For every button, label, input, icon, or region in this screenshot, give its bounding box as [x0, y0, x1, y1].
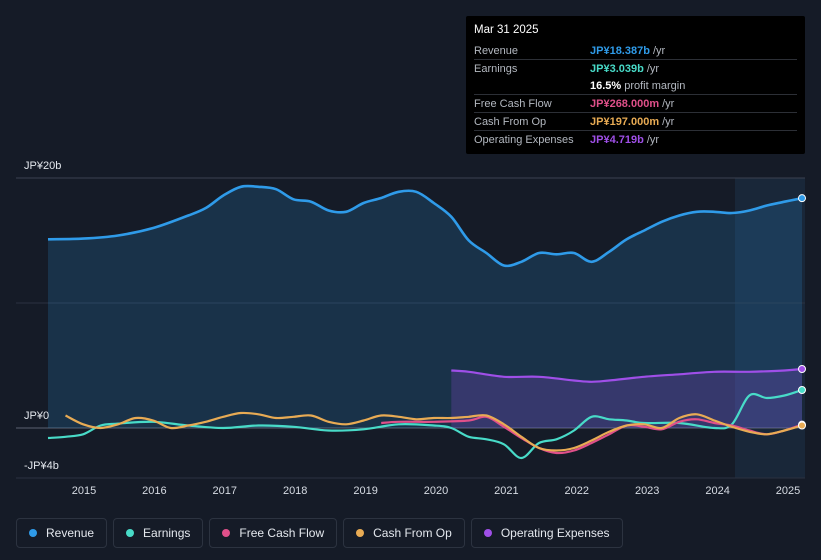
x-tick-label-2025: 2025: [775, 485, 801, 497]
tooltip-label: Operating Expenses: [474, 134, 574, 146]
tooltip: Mar 31 2025 Revenue JP¥18.387b/yr Earnings…: [466, 16, 805, 154]
tooltip-unit: /yr: [646, 63, 660, 75]
legend-item-earnings[interactable]: Earnings: [113, 518, 204, 548]
revenue-end-marker: [798, 194, 806, 203]
free-cash-flow-line: [381, 415, 803, 455]
series-areas: [48, 186, 802, 428]
legend-item-cash-from-op[interactable]: Cash From Op: [343, 518, 465, 548]
tooltip-row-revenue: Revenue JP¥18.387b/yr: [474, 42, 797, 59]
x-tick-label-2015: 2015: [71, 485, 97, 497]
legend-item-free-cash-flow[interactable]: Free Cash Flow: [209, 518, 338, 548]
revenue-area: [48, 186, 802, 428]
tooltip-label: Revenue: [474, 45, 519, 57]
legend-item-operating-expenses[interactable]: Operating Expenses: [470, 518, 623, 548]
y-tick-label-bottom: -JP¥4b: [24, 460, 59, 472]
legend-dot-icon: [356, 529, 365, 537]
earnings-line: [47, 388, 803, 460]
tooltip-value: JP¥3.039b: [590, 63, 644, 75]
tooltip-row-cash-from-op: Cash From Op JP¥197.000m/yr: [474, 112, 797, 130]
x-tick-label-2018: 2018: [282, 485, 308, 497]
tooltip-row-operating-expenses: Operating Expenses JP¥4.719b/yr: [474, 130, 797, 148]
legend-dot-icon: [29, 529, 37, 537]
tooltip-value: JP¥4.719b: [590, 134, 644, 146]
tooltip-value: JP¥197.000m: [590, 116, 660, 128]
tooltip-unit: /yr: [646, 134, 660, 146]
x-tick-label-2024: 2024: [705, 485, 730, 497]
tooltip-label: Free Cash Flow: [474, 98, 552, 110]
y-tick-label-top: JP¥20b: [24, 160, 62, 172]
grid-lines: [16, 177, 805, 479]
earnings-end-marker: [798, 386, 806, 395]
legend-label: Operating Expenses: [500, 526, 610, 540]
legend-dot-icon: [222, 529, 231, 537]
tooltip-row-earnings: Earnings JP¥3.039b/yr: [474, 59, 797, 77]
legend-dot-icon: [483, 529, 492, 537]
legend-label: Free Cash Flow: [239, 526, 325, 540]
tooltip-value: 16.5%: [590, 80, 622, 92]
operating-expenses-line: [451, 367, 803, 383]
revenue-line: [47, 184, 803, 268]
tooltip-row-free-cash-flow: Free Cash Flow JP¥268.000m/yr: [474, 94, 797, 112]
tooltip-unit: profit margin: [624, 80, 686, 92]
tooltip-value: JP¥268.000m: [590, 98, 660, 110]
series-end-markers: [798, 194, 806, 430]
tooltip-row-profit-margin: 16.5% profit margin: [474, 77, 797, 94]
legend-label: Revenue: [46, 526, 95, 540]
operating-expenses-area: [451, 369, 802, 428]
operating-expenses-end-marker: [798, 365, 806, 374]
x-tick-label-2022: 2022: [564, 485, 590, 497]
x-tick-label-2023: 2023: [634, 485, 660, 497]
cash-from-op-end-marker: [798, 421, 806, 430]
x-tick-label-2016: 2016: [142, 485, 167, 497]
legend: Revenue Earnings Free Cash Flow Cash From O…: [16, 518, 623, 548]
x-tick-label-2017: 2017: [212, 485, 238, 497]
x-tick-label-2020: 2020: [423, 485, 449, 497]
tooltip-label: Cash From Op: [474, 116, 547, 128]
legend-label: Earnings: [143, 526, 191, 540]
legend-dot-icon: [126, 529, 135, 537]
tooltip-unit: /yr: [662, 98, 675, 110]
tooltip-unit: /yr: [652, 45, 666, 57]
y-tick-label-zero: JP¥0: [24, 410, 50, 422]
x-tick-label-2019: 2019: [353, 485, 378, 497]
tooltip-label: Earnings: [474, 63, 518, 75]
cash-from-op-line: [64, 411, 803, 452]
legend-label: Cash From Op: [373, 526, 452, 540]
tooltip-value: JP¥18.387b: [590, 45, 650, 57]
legend-item-revenue[interactable]: Revenue: [16, 518, 108, 548]
series-lines: [47, 184, 803, 460]
tooltip-date: Mar 31 2025: [474, 24, 539, 36]
tooltip-unit: /yr: [662, 116, 675, 128]
x-tick-label-2021: 2021: [494, 485, 519, 497]
